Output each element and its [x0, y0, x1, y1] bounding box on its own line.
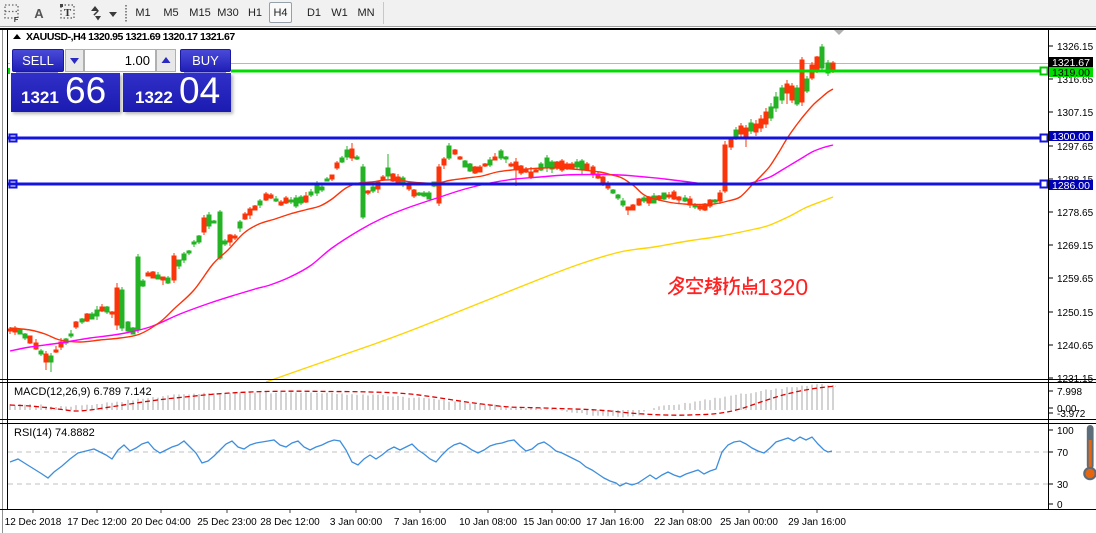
svg-text:-3.972: -3.972 — [1057, 409, 1086, 420]
svg-text:20 Dec 04:00: 20 Dec 04:00 — [131, 517, 191, 528]
svg-text:70: 70 — [1057, 448, 1069, 459]
svg-text:10 Jan 08:00: 10 Jan 08:00 — [459, 517, 517, 528]
svg-text:F: F — [14, 15, 19, 24]
svg-text:1231.15: 1231.15 — [1057, 374, 1094, 385]
svg-text:3 Jan 00:00: 3 Jan 00:00 — [330, 517, 383, 528]
svg-text:1297.65: 1297.65 — [1057, 142, 1094, 153]
svg-text:1286.00: 1286.00 — [1052, 180, 1090, 192]
svg-text:1269.15: 1269.15 — [1057, 241, 1094, 252]
svg-text:29 Jan 16:00: 29 Jan 16:00 — [788, 517, 846, 528]
svg-text:12 Dec 2018: 12 Dec 2018 — [5, 517, 62, 528]
svg-text:7 Jan 16:00: 7 Jan 16:00 — [394, 517, 447, 528]
svg-text:T: T — [64, 7, 72, 19]
svg-text:17 Jan 16:00: 17 Jan 16:00 — [586, 517, 644, 528]
svg-text:RSI(14) 74.8882: RSI(14) 74.8882 — [14, 427, 95, 439]
svg-text:1250.15: 1250.15 — [1057, 308, 1094, 319]
svg-text:15 Jan 00:00: 15 Jan 00:00 — [523, 517, 581, 528]
svg-text:A: A — [34, 6, 44, 21]
svg-text:MACD(12,26,9) 6.789 7.142: MACD(12,26,9) 6.789 7.142 — [14, 386, 152, 398]
svg-text:1259.65: 1259.65 — [1057, 274, 1094, 285]
svg-text:XAUUSD-,H4 1320.95 1321.69 13: XAUUSD-,H4 1320.95 1321.69 1320.17 1321.… — [26, 31, 235, 43]
svg-text:1316.65: 1316.65 — [1057, 75, 1094, 86]
svg-text:1307.15: 1307.15 — [1057, 108, 1094, 119]
svg-text:1321.67: 1321.67 — [1052, 57, 1090, 69]
svg-text:22 Jan 08:00: 22 Jan 08:00 — [654, 517, 712, 528]
svg-text:7.998: 7.998 — [1057, 387, 1082, 398]
svg-text:1320: 1320 — [757, 274, 808, 300]
svg-text:0: 0 — [1057, 500, 1063, 511]
svg-text:28 Dec 12:00: 28 Dec 12:00 — [260, 517, 320, 528]
svg-text:17 Dec 12:00: 17 Dec 12:00 — [67, 517, 127, 528]
svg-text:100: 100 — [1057, 426, 1074, 437]
svg-text:1319.00: 1319.00 — [1052, 67, 1090, 79]
svg-text:30: 30 — [1057, 480, 1069, 491]
svg-text:1300.00: 1300.00 — [1052, 131, 1090, 143]
svg-text:1240.65: 1240.65 — [1057, 341, 1094, 352]
svg-text:1326.15: 1326.15 — [1057, 42, 1094, 53]
svg-text:25 Dec 23:00: 25 Dec 23:00 — [197, 517, 257, 528]
svg-text:0.00: 0.00 — [1057, 404, 1077, 415]
svg-text:1278.65: 1278.65 — [1057, 208, 1094, 219]
svg-text:25 Jan 00:00: 25 Jan 00:00 — [720, 517, 778, 528]
